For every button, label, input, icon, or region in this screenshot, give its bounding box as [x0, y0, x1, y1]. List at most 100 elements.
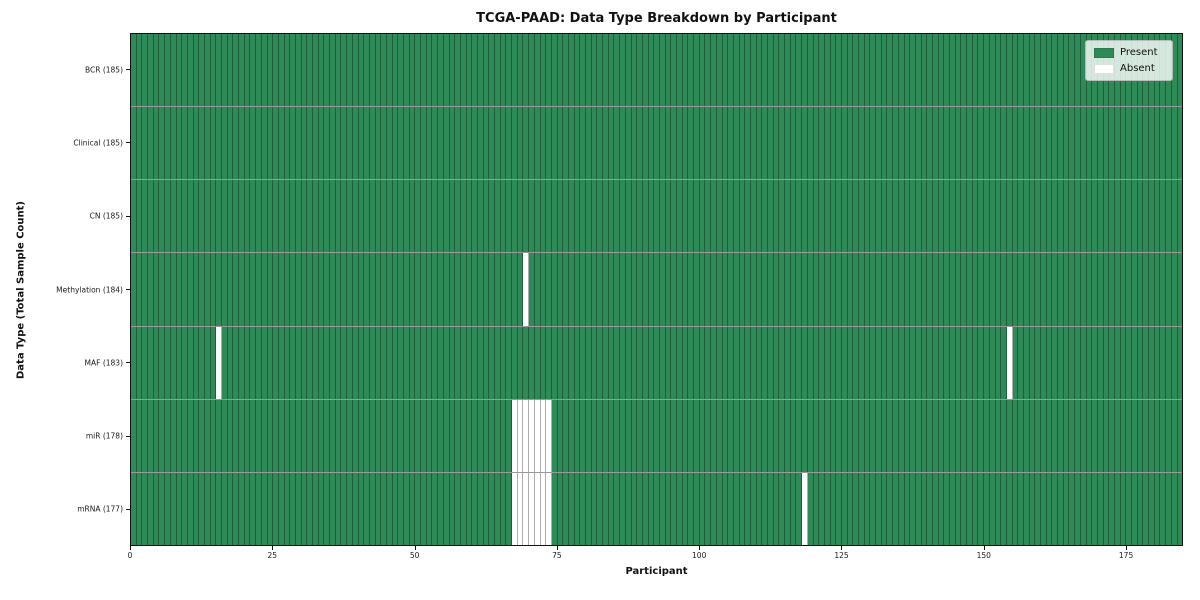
heatmap-cell [364, 34, 370, 107]
heatmap-cell [716, 180, 723, 253]
heatmap-cell [1120, 399, 1127, 472]
heatmap-cell [551, 253, 558, 326]
heatmap-cell [841, 253, 848, 326]
heatmap-cell [142, 253, 149, 326]
heatmap-cell [193, 472, 200, 545]
heatmap-cell [568, 34, 575, 107]
heatmap-cell [278, 472, 285, 545]
heatmap-cell [364, 180, 370, 253]
heatmap-cell [1052, 399, 1059, 472]
heatmap-cell [369, 472, 376, 545]
heatmap-cell [836, 34, 842, 107]
heatmap-cell [813, 34, 820, 107]
heatmap-cell [233, 34, 240, 107]
heatmap-cell [625, 34, 632, 107]
heatmap-cell [961, 253, 968, 326]
heatmap-cell [802, 107, 808, 180]
heatmap-cell [477, 326, 484, 399]
heatmap-cell [898, 180, 905, 253]
heatmap-cell [1177, 472, 1183, 545]
x-tick-label: 125 [834, 551, 849, 560]
heatmap-cell [625, 107, 632, 180]
heatmap-cell [898, 472, 905, 545]
heatmap-cell [631, 34, 638, 107]
x-tick-mark [841, 546, 843, 550]
heatmap-cell [830, 180, 837, 253]
heatmap-cell [887, 107, 894, 180]
heatmap-cell [716, 107, 723, 180]
x-tick-mark [130, 546, 131, 550]
heatmap-cell [449, 107, 456, 180]
heatmap-cell [1103, 253, 1110, 326]
heatmap-cell [978, 180, 985, 253]
heatmap-cell [546, 180, 552, 253]
heatmap-cell [495, 472, 501, 545]
heatmap-cell [1063, 180, 1070, 253]
heatmap-cell [614, 253, 621, 326]
heatmap-cell [517, 180, 524, 253]
heatmap-cell [904, 326, 911, 399]
heatmap-cell [364, 399, 370, 472]
heatmap-cell [506, 399, 513, 472]
heatmap-cell [1126, 107, 1132, 180]
heatmap-cell [830, 399, 837, 472]
heatmap-cell [483, 34, 490, 107]
heatmap-cell [591, 472, 598, 545]
heatmap-cell [989, 34, 996, 107]
heatmap-cell [165, 180, 171, 253]
heatmap-cell [665, 399, 672, 472]
heatmap-cell [404, 180, 410, 253]
heatmap-cell [631, 399, 638, 472]
heatmap-cell [244, 253, 251, 326]
heatmap-cell [1120, 180, 1127, 253]
heatmap-cell [1109, 253, 1115, 326]
heatmap-cell [335, 399, 342, 472]
heatmap-cell [466, 34, 473, 107]
y-tick-label-clinical: Clinical (185) [73, 138, 123, 148]
heatmap-cell [773, 253, 780, 326]
heatmap-cell [404, 399, 410, 472]
heatmap-cell [267, 326, 274, 399]
heatmap-cell [830, 34, 837, 107]
heatmap-cell [972, 326, 979, 399]
heatmap-cell [733, 34, 740, 107]
heatmap-cell [404, 253, 410, 326]
heatmap-cell [705, 326, 712, 399]
heatmap-cell [927, 472, 933, 545]
heatmap-cell [870, 472, 877, 545]
heatmap-cell [136, 180, 143, 253]
heatmap-cell [1018, 180, 1024, 253]
heatmap-cell [1166, 399, 1172, 472]
heatmap-cell [995, 180, 1002, 253]
heatmap-cell [586, 326, 592, 399]
heatmap-cell [398, 326, 404, 399]
heatmap-cell [142, 326, 149, 399]
heatmap-cell [688, 107, 695, 180]
heatmap-cell [915, 107, 922, 180]
heatmap-cell [1114, 472, 1121, 545]
heatmap-cell [432, 180, 439, 253]
y-tick-label-maf: MAF (183) [84, 358, 123, 368]
heatmap-cell [1006, 34, 1013, 107]
heatmap-cell [1052, 34, 1059, 107]
heatmap-cell [995, 472, 1002, 545]
heatmap-cell [711, 107, 717, 180]
heatmap-cell [261, 253, 268, 326]
heatmap-cell [591, 253, 598, 326]
heatmap-cell [722, 34, 729, 107]
heatmap-cell [671, 107, 677, 180]
heatmap-cell [978, 107, 985, 180]
heatmap-cell [1063, 107, 1070, 180]
heatmap-cell [915, 326, 922, 399]
heatmap-cell [648, 253, 655, 326]
heatmap-cell [978, 34, 985, 107]
heatmap-cell [324, 107, 331, 180]
heatmap-cell [404, 107, 410, 180]
heatmap-cell [722, 107, 729, 180]
heatmap-cell [1080, 180, 1087, 253]
heatmap-cell [1109, 326, 1115, 399]
heatmap-cell [608, 107, 615, 180]
heatmap-cell [216, 399, 222, 472]
x-tick-mark [983, 546, 985, 550]
heatmap-cell [961, 180, 968, 253]
